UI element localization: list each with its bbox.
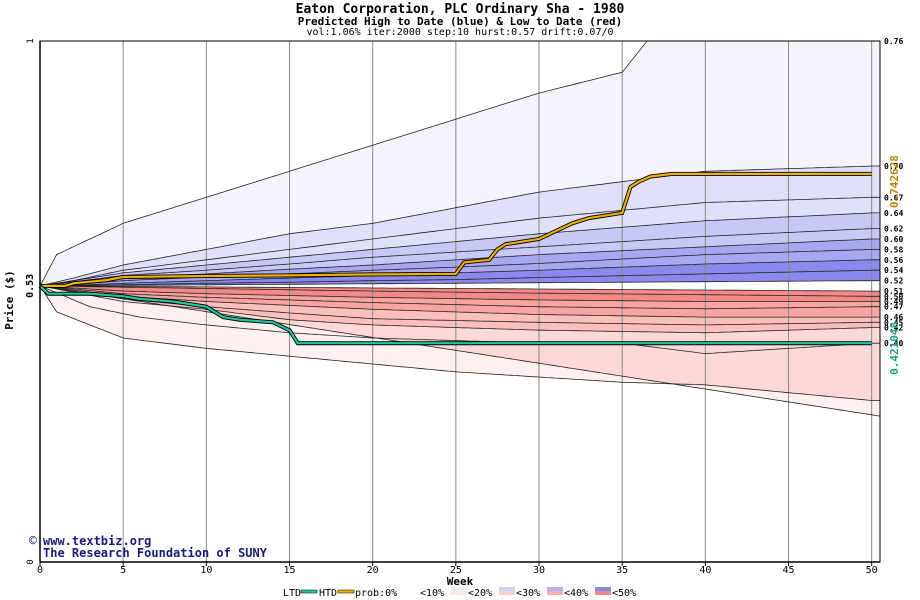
legend-ltd-swatch [300,589,318,594]
quantile-label: 0.76 [884,37,903,46]
quantile-label: 0.54 [884,266,903,275]
legend-item-label: <10% [420,588,444,599]
y-tick-label: 0 [26,559,36,564]
low-band [40,285,880,302]
quantile-label: 0.46 [884,313,903,322]
legend-swatch-low [547,591,563,595]
legend-swatch-low [595,591,611,595]
x-tick-label: 20 [367,565,379,576]
legend-ltd-label: LTD [283,588,301,599]
quantile-label: 0.50 [884,292,903,301]
legend-prob-label: prob:0% [355,588,397,599]
legend-swatch-low [499,591,515,595]
low-band [40,285,880,297]
quantile-label: 0.40 [884,339,903,348]
low-band [40,285,880,354]
quantile-line [39,285,881,417]
low-band [40,285,880,325]
quantile-label: 0.52 [884,277,903,286]
legend-swatch-low [451,591,467,595]
copyright-icon: © [29,534,37,549]
y-axis-title: Price ($) [3,270,16,330]
quantile-label: 0.56 [884,256,903,265]
x-tick-label: 30 [533,565,545,576]
x-tick-label: 35 [616,565,628,576]
quantile-line [39,285,880,334]
x-tick-label: 45 [782,565,794,576]
watermark-org: The Research Foundation of SUNY [43,546,268,560]
legend-htd-label: HTD [319,588,337,599]
legend-swatch-high [451,587,467,591]
legend-item-label: <50% [612,588,636,599]
high-band [40,228,880,286]
ltd-end-label: 0.421048 [888,322,901,375]
legend-swatch-high [499,587,515,591]
legend-item-label: <30% [516,588,540,599]
high-band [40,166,880,286]
htd-end-label: 0.742628 [888,155,901,208]
quantile-line [39,196,880,287]
legend-swatch-high [595,587,611,591]
quantile-line [39,269,880,287]
quantile-label: 0.64 [884,209,903,218]
quantile-label: 0.60 [884,235,903,244]
high-band [40,270,880,286]
quantile-label: 0.51 [884,287,903,296]
x-tick-label: 5 [120,565,126,576]
quantile-line [40,285,880,297]
quantile-line [39,285,880,302]
chart-params: vol:1.06% iter:2000 step:10 hurst:0.57 d… [306,27,614,38]
low-band [40,285,880,318]
chart-subtitle: Predicted High to Date (blue) & Low to D… [297,15,623,28]
quantile-label: 0.47 [884,303,903,312]
start-price-label: 0.53 [25,274,36,298]
legend-swatch-high [403,587,419,591]
x-tick-label: 50 [866,565,878,576]
x-tick-label: 25 [450,565,462,576]
quantile-line [39,212,880,287]
legend-item-label: <20% [468,588,492,599]
legend-swatch-high [547,587,563,591]
watermark-site: www.textbiz.org [43,534,151,548]
quantile-label: 0.67 [884,193,903,202]
high-band [40,197,880,286]
x-tick-label: 40 [699,565,711,576]
quantile-label: 0.58 [884,245,903,254]
high-band [40,41,880,286]
quantile-line [39,165,880,287]
quantile-label: 0.42 [884,324,903,333]
quantile-label: 0.45 [884,318,903,327]
quantile-line [39,228,880,287]
legend-item-label: <40% [564,588,588,599]
high-band [40,212,880,286]
chart-title: Eaton Corporation, PLC Ordinary Sha - 19… [295,2,625,17]
x-tick-label: 0 [37,565,43,576]
legend-swatch-low [403,591,419,595]
quantile-label: 0.70 [884,162,903,171]
x-tick-label: 15 [283,565,295,576]
quantile-line [39,285,880,355]
quantile-line [39,285,880,401]
quantile-line [40,285,880,292]
ltd-line [39,285,872,345]
quantile-label: 0.49 [884,298,903,307]
htd-line [40,172,872,287]
quantile-line [39,285,880,310]
x-tick-label: 10 [200,565,212,576]
quantile-label: 0.62 [884,225,903,234]
x-axis-title: Week [447,575,474,588]
quantile-line [39,280,880,287]
quantile-line [39,259,880,287]
legend-htd-swatch [337,589,355,594]
low-band [40,285,880,309]
quantile-line [39,285,880,318]
y-tick-label: 1 [26,38,36,43]
